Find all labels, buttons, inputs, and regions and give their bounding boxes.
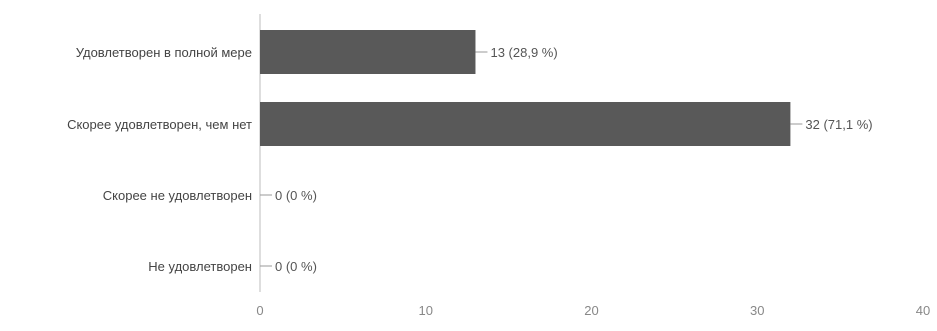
x-tick-layer: 0 10 20 30 40 xyxy=(256,303,930,318)
value-label: 32 (71,1 %) xyxy=(805,117,872,132)
value-label: 0 (0 %) xyxy=(275,188,317,203)
x-tick-label: 10 xyxy=(419,303,433,318)
category-label: Удовлетворен в полной мере xyxy=(76,45,252,60)
bar xyxy=(260,102,791,146)
value-label: 0 (0 %) xyxy=(275,259,317,274)
bar xyxy=(260,30,476,74)
x-tick-label: 40 xyxy=(916,303,930,318)
category-label: Не удовлетворен xyxy=(148,259,252,274)
x-tick-label: 30 xyxy=(750,303,764,318)
category-label: Скорее удовлетворен, чем нет xyxy=(67,117,252,132)
bars-layer xyxy=(260,30,791,146)
value-label: 13 (28,9 %) xyxy=(490,45,557,60)
x-tick-label: 0 xyxy=(256,303,263,318)
x-tick-label: 20 xyxy=(584,303,598,318)
labels-layer: Удовлетворен в полной мере 13 (28,9 %) Ско… xyxy=(67,45,873,274)
category-label: Скорее не удовлетворен xyxy=(103,188,252,203)
